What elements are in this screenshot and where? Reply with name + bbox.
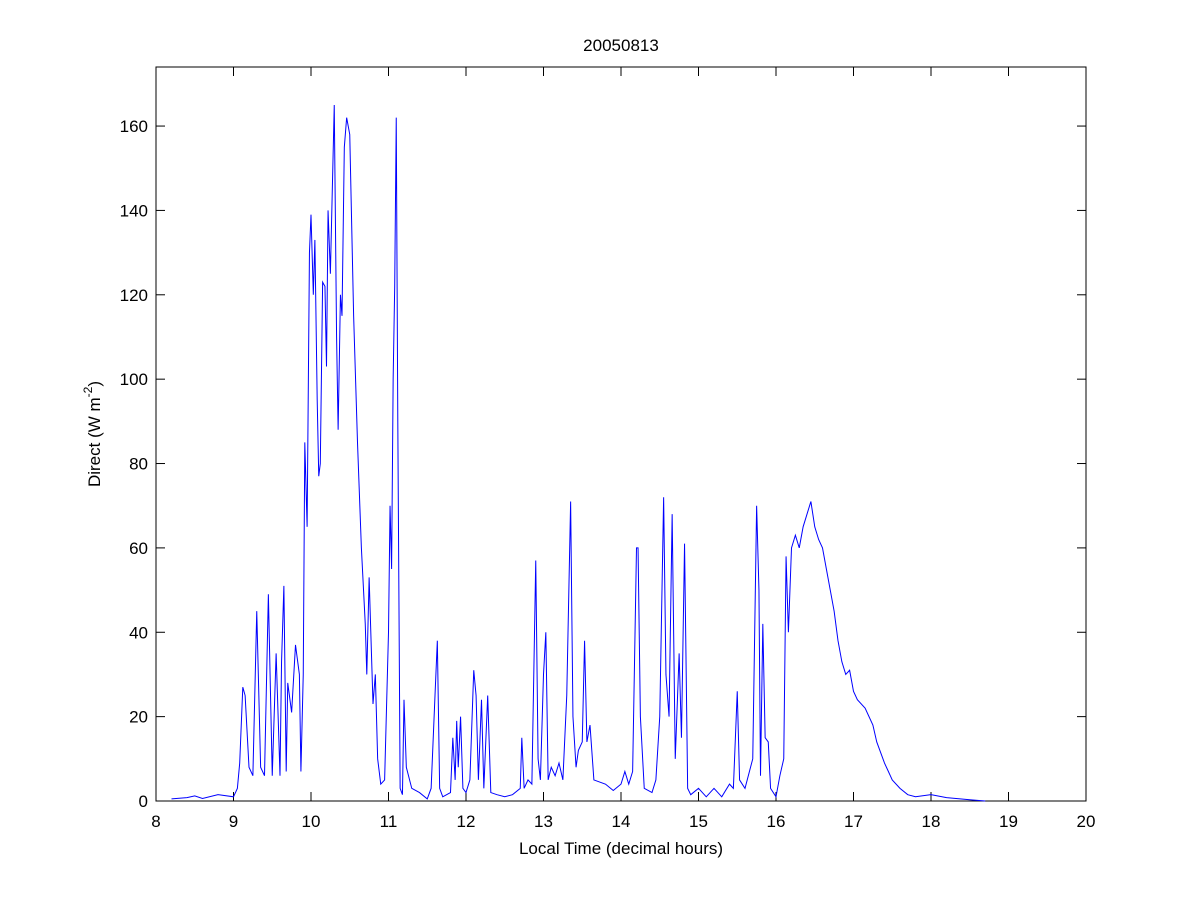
x-tick-label: 14 (612, 812, 631, 831)
x-tick-label: 10 (302, 812, 321, 831)
x-tick-label: 15 (689, 812, 708, 831)
data-line (171, 104, 986, 802)
x-tick-label: 18 (922, 812, 941, 831)
y-tick-label: 100 (120, 370, 148, 389)
x-tick-label: 8 (151, 812, 160, 831)
y-tick-label: 140 (120, 201, 148, 220)
y-tick-label: 0 (139, 792, 148, 811)
y-label-end: ) (85, 381, 104, 387)
y-tick-label: 80 (129, 455, 148, 474)
chart-title: 20050813 (583, 36, 659, 55)
y-tick-label: 60 (129, 539, 148, 558)
y-tick-label: 20 (129, 708, 148, 727)
y-tick-label: 40 (129, 623, 148, 642)
y-tick-label: 120 (120, 286, 148, 305)
x-tick-label: 13 (534, 812, 553, 831)
y-label-text: Direct (W m (85, 397, 104, 487)
x-tick-label: 16 (767, 812, 786, 831)
x-tick-label: 12 (457, 812, 476, 831)
x-tick-label: 19 (999, 812, 1018, 831)
x-axis-label: Local Time (decimal hours) (519, 839, 723, 858)
y-label-sup: -2 (81, 386, 95, 397)
x-tick-label: 20 (1077, 812, 1096, 831)
x-tick-label: 9 (229, 812, 238, 831)
x-tick-label: 17 (844, 812, 863, 831)
x-tick-label: 11 (380, 812, 398, 831)
y-axis-label: Direct (W m-2) (81, 381, 104, 487)
y-tick-label: 160 (120, 117, 148, 136)
